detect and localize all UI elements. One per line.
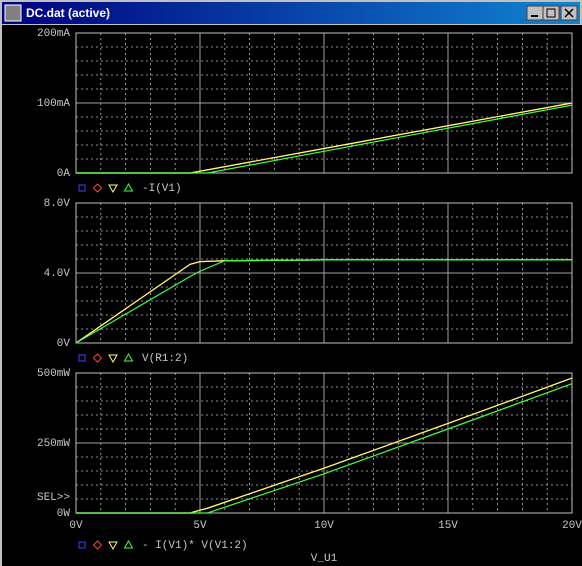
title-bar: [2, 2, 580, 24]
legend-marker: [78, 354, 86, 362]
legend-marker: [78, 184, 86, 192]
legend-label: - I(V1)* V(V1:2): [142, 540, 248, 552]
trace: [76, 104, 573, 174]
y-tick-label: 4.0V: [44, 268, 71, 280]
x-axis-label: V_U1: [311, 553, 338, 565]
legend-marker: [108, 184, 118, 194]
y-tick-label: 0W: [57, 508, 71, 520]
trace: [75, 259, 572, 344]
maximize-button[interactable]: [542, 5, 560, 21]
legend-marker: [108, 541, 118, 551]
y-tick-label: 8.0V: [44, 198, 71, 210]
plot-area: [2, 25, 582, 566]
x-tick-label: 20V: [562, 520, 582, 532]
legend-marker: [92, 540, 103, 550]
legend-marker: [123, 352, 134, 362]
legend-marker: [78, 541, 86, 549]
y-tick-label: 250mW: [37, 438, 70, 450]
y-tick-label: 500mW: [37, 368, 70, 380]
legend-marker: [92, 353, 103, 363]
legend-marker: [123, 182, 134, 192]
x-tick-label: 15V: [438, 520, 458, 532]
legend-marker: [123, 539, 134, 549]
trace: [76, 383, 573, 514]
cursor-label: SEL>>: [37, 492, 70, 504]
legend-marker: [108, 354, 118, 364]
legend-label: -I(V1): [142, 183, 182, 195]
x-tick-label: 10V: [314, 520, 334, 532]
x-tick-label: 5V: [193, 520, 207, 532]
plots: 0A 100mA 200mA -I(V1) 0V 4.0V 8.0V V(R1:2) 0W 250…: [37, 28, 582, 565]
close-button[interactable]: [560, 5, 578, 21]
legend-marker: [92, 183, 103, 193]
window-icon[interactable]: [4, 4, 22, 22]
legend-label: V(R1:2): [142, 353, 188, 365]
window-title: DC.dat (active): [26, 6, 110, 20]
y-tick-label: 0A: [57, 168, 71, 180]
axes-frame: [75, 202, 573, 344]
y-tick-label: 0V: [57, 338, 71, 350]
y-tick-label: 200mA: [37, 28, 70, 40]
minimize-button[interactable]: [526, 5, 544, 21]
axes-frame: [75, 372, 573, 514]
x-tick-label: 0V: [69, 520, 83, 532]
y-tick-label: 100mA: [37, 98, 70, 110]
